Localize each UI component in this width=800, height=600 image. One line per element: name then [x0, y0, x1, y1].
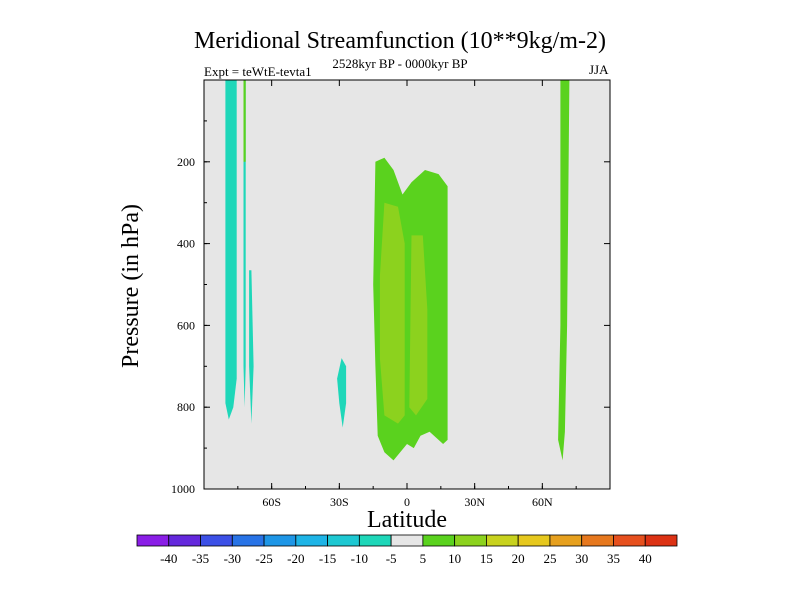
contour-region-4 — [337, 358, 347, 428]
colorbar-swatch — [231, 534, 265, 547]
colorbar-swatch — [454, 534, 487, 547]
colorbar-label: -10 — [351, 551, 368, 566]
contour-region-5 — [243, 80, 246, 162]
colorbar-label: 10 — [448, 551, 461, 566]
x-tick-label: 0 — [404, 495, 410, 509]
colorbar-swatch — [581, 534, 614, 547]
colorbar-label: 5 — [420, 551, 427, 566]
colorbar-swatch — [549, 534, 583, 547]
contour-region-8 — [409, 235, 428, 416]
experiment-label: Expt = teWtE-tevta1 — [204, 64, 312, 79]
x-axis: 60S 30S 0 30N 60N — [203, 80, 611, 509]
colorbar-swatch — [613, 534, 646, 547]
contour-regions — [225, 80, 570, 461]
colorbar-swatch — [263, 534, 297, 547]
y-tick-label: 400 — [177, 237, 195, 251]
colorbar-label: 15 — [480, 551, 493, 566]
colorbar-swatch — [136, 534, 170, 547]
colorbar-label: 20 — [512, 551, 525, 566]
x-tick-label: 30S — [330, 495, 349, 509]
contour-region-3 — [249, 270, 254, 424]
y-tick-label: 800 — [177, 400, 195, 414]
contour-region-1 — [225, 80, 237, 420]
colorbar-label: 25 — [543, 551, 556, 566]
period-label: 2528kyr BP - 0000kyr BP — [332, 56, 468, 71]
colorbar-swatch — [644, 534, 678, 547]
colorbar-swatch — [327, 534, 360, 547]
y-axis-label: Pressure (in hPa) — [118, 204, 144, 368]
colorbar-swatch — [168, 534, 201, 547]
y-tick-label: 600 — [177, 318, 195, 332]
colorbar-label: -40 — [160, 551, 177, 566]
colorbar-swatch — [200, 534, 233, 547]
contour-region-9 — [558, 80, 570, 461]
y-axis: 200 400 600 800 1000 — [171, 120, 610, 496]
colorbar-swatch — [517, 534, 551, 547]
colorbar-label: 35 — [607, 551, 620, 566]
colorbar-label: -25 — [255, 551, 272, 566]
y-tick-label: 200 — [177, 155, 195, 169]
x-tick-label: 30N — [464, 495, 485, 509]
colorbar-label: -20 — [287, 551, 304, 566]
x-tick-label: 60S — [262, 495, 281, 509]
season-label: JJA — [589, 62, 609, 77]
colorbar-label: 30 — [575, 551, 588, 566]
colorbar-swatch — [295, 534, 328, 547]
colorbar-label: -15 — [319, 551, 336, 566]
y-tick-label: 1000 — [171, 482, 195, 496]
colorbar-swatch — [486, 534, 519, 547]
colorbar-swatch — [358, 534, 392, 547]
colorbar-swatch — [390, 534, 424, 547]
chart-title: Meridional Streamfunction (10**9kg/m-2) — [194, 28, 606, 54]
colorbar-swatch — [422, 534, 456, 547]
x-tick-label: 60N — [532, 495, 553, 509]
colorbar-label: 40 — [639, 551, 652, 566]
colorbar: -40 -35 -30 -25 -20 -15 -10 -5 5 10 15 20 25 30 35 40 — [136, 534, 678, 566]
colorbar-label: -30 — [224, 551, 241, 566]
contour-region-7 — [379, 202, 405, 424]
colorbar-label: -35 — [192, 551, 209, 566]
colorbar-label: -5 — [386, 551, 397, 566]
x-axis-label: Latitude — [367, 507, 447, 533]
